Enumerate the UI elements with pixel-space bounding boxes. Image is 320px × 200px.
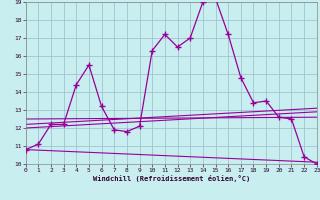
- X-axis label: Windchill (Refroidissement éolien,°C): Windchill (Refroidissement éolien,°C): [92, 175, 250, 182]
